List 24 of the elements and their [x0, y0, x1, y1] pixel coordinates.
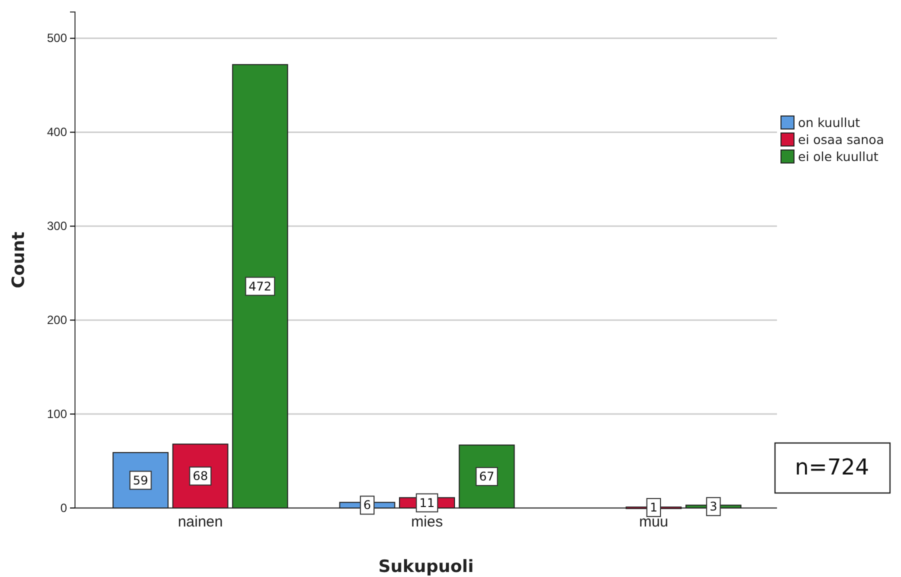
bar [232, 64, 288, 508]
legend-label: on kuullut [798, 115, 860, 130]
data-label: 11 [419, 496, 435, 510]
x-tick-label: nainen [178, 514, 223, 531]
x-tick-label: mies [411, 514, 443, 531]
data-label: 3 [710, 500, 718, 514]
legend-label: ei ole kuullut [798, 149, 878, 164]
y-tick-label: 200 [46, 312, 68, 327]
y-axis-title: Count [9, 232, 29, 288]
data-label: 68 [192, 469, 208, 484]
y-tick-label: 100 [46, 406, 68, 421]
data-label: 1 [650, 500, 658, 515]
legend-label: ei osaa sanoa [798, 132, 884, 147]
data-label: 6 [363, 498, 372, 512]
data-label: 472 [248, 279, 272, 294]
text: n=724 [794, 456, 870, 480]
y-tick-label: 400 [46, 125, 68, 140]
y-tick-label: 500 [46, 31, 68, 46]
data-label: 59 [132, 473, 148, 488]
y-tick-label: 0 [60, 500, 68, 515]
data-label: 67 [479, 470, 494, 484]
x-tick-label: muu [639, 514, 668, 531]
y-tick-label: 300 [46, 219, 68, 234]
x-axis-title: Sukupuoli [378, 557, 474, 577]
